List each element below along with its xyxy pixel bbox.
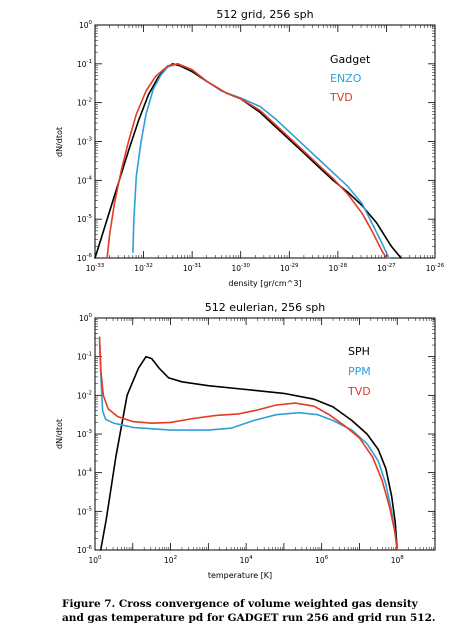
- x-tick-label: 106: [315, 555, 329, 565]
- panel-title: 512 eulerian, 256 sph: [205, 301, 326, 314]
- y-tick-label: 10-3: [77, 429, 93, 439]
- y-tick-label: 10-5: [77, 506, 93, 516]
- y-axis-ticks: 10-6 10-5 10-4 10-3 10-2 10-1 100: [77, 313, 435, 555]
- x-tick-label: 10-32: [134, 263, 153, 273]
- y-tick-label: 10-6: [77, 253, 93, 263]
- y-axis-ticks: 10-6 10-5 10-4 10-3 10-2 10-1 100: [77, 20, 435, 263]
- x-tick-label: 10-31: [183, 263, 202, 273]
- plot-frame: [94, 317, 436, 551]
- y-tick-label: 100: [79, 20, 93, 30]
- x-tick-label: 100: [88, 555, 102, 565]
- series-line-ppm: [98, 336, 398, 551]
- y-tick-label: 10-1: [77, 352, 92, 362]
- y-tick-label: 100: [79, 313, 93, 323]
- legend-ppm: PPM: [348, 365, 371, 378]
- density-panel: 512 grid, 256 sph 10-610-510-410-310-210…: [55, 8, 445, 288]
- y-tick-label: 10-5: [77, 214, 93, 224]
- temperature-panel: 512 eulerian, 256 sph 10-610-510-410-310…: [55, 301, 436, 580]
- series-line-gadget: [94, 63, 402, 259]
- figure-caption: Figure 7. Cross convergence of volume we…: [62, 598, 436, 624]
- y-tick-label: 10-2: [77, 98, 92, 108]
- y-tick-label: 10-6: [77, 545, 93, 555]
- data-series: [98, 336, 398, 551]
- legend-gadget: Gadget: [330, 53, 371, 66]
- series-line-tvd: [98, 336, 398, 551]
- y-tick-label: 10-4: [77, 468, 93, 478]
- y-tick-label: 10-4: [77, 175, 93, 185]
- x-axis-ticks: 10-33 10-32 10-31 10-30 10-29 10-28 10-27 10-26: [86, 25, 445, 273]
- x-axis-label: temperature [K]: [208, 571, 272, 580]
- x-axis-label: density [gr/cm^3]: [228, 279, 301, 288]
- x-axis-ticks: 100 102 104 106 108: [88, 318, 436, 565]
- y-tick-label: 10-3: [77, 137, 93, 147]
- x-tick-label: 10-30: [231, 263, 250, 273]
- x-tick-label: 10-28: [329, 263, 348, 273]
- plot-frame: [94, 24, 436, 259]
- panel-title: 512 grid, 256 sph: [216, 8, 313, 21]
- legend-tvd: TVD: [329, 91, 353, 104]
- y-tick-label: 10-1: [77, 59, 92, 69]
- x-tick-label: 108: [391, 555, 405, 565]
- legend-enzo: ENZO: [330, 72, 362, 85]
- data-series: [94, 63, 402, 259]
- legend-tvd: TVD: [347, 385, 371, 398]
- legend-sph: SPH: [348, 345, 370, 358]
- x-tick-label: 10-29: [280, 263, 299, 273]
- y-tick-label: 10-2: [77, 390, 92, 400]
- x-tick-label: 10-27: [377, 263, 396, 273]
- x-tick-label: 10-26: [426, 263, 445, 273]
- series-line-tvd: [106, 63, 388, 259]
- series-line-sph: [99, 355, 398, 551]
- x-tick-label: 10-33: [86, 263, 105, 273]
- x-tick-label: 104: [240, 555, 254, 565]
- y-axis-label: dN/dtot: [55, 127, 64, 157]
- y-axis-label: dN/dtot: [55, 419, 64, 449]
- x-tick-label: 102: [164, 555, 177, 565]
